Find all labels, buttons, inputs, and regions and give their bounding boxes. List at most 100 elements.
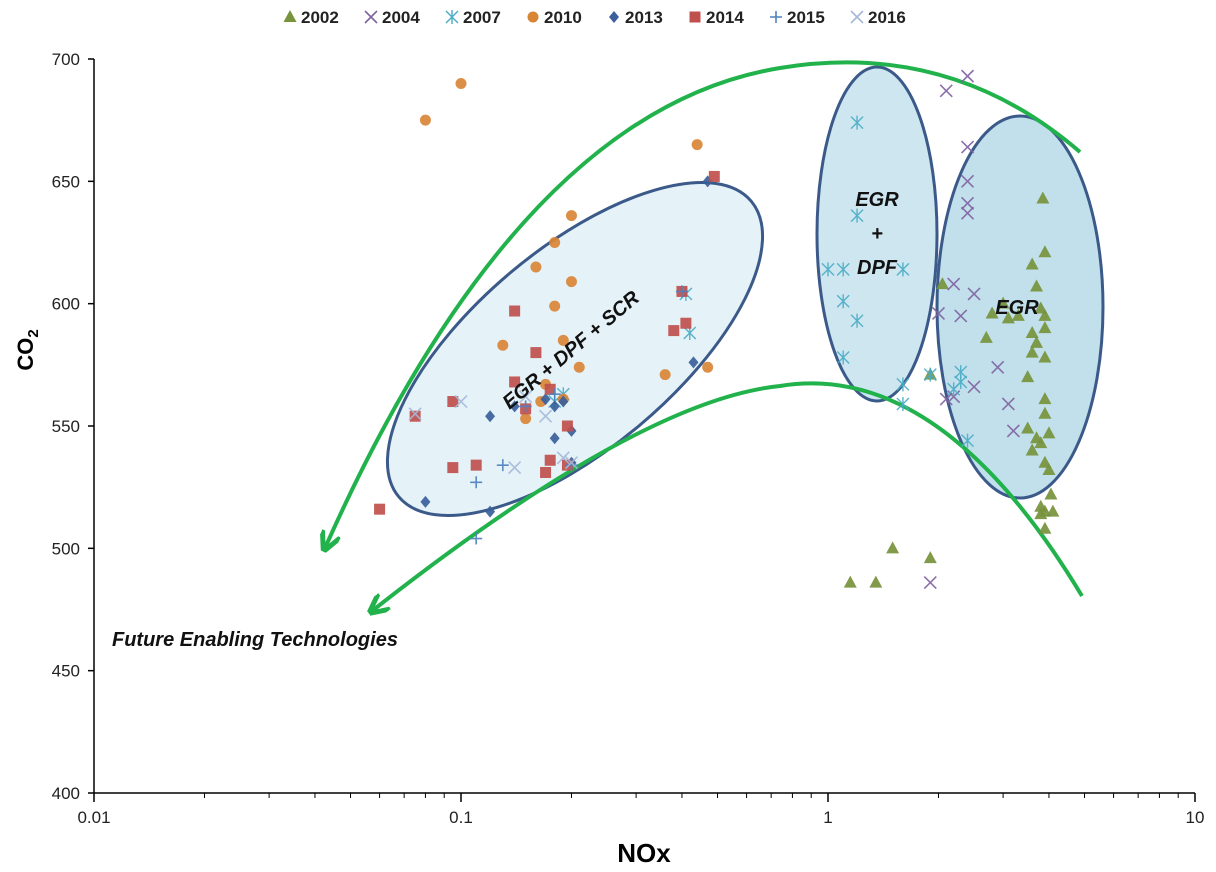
- data-point-2002: [1038, 245, 1052, 258]
- region-label-egr-dpf-line2: +: [871, 223, 883, 245]
- data-point-2002: [1038, 350, 1052, 363]
- data-point-2002: [1038, 521, 1052, 534]
- data-point-2010: [565, 276, 577, 288]
- data-point-2014: [561, 420, 573, 432]
- data-point-2002: [1034, 436, 1048, 449]
- legend-label-2016: 2016: [868, 8, 906, 27]
- data-point-2004: [939, 392, 953, 406]
- y-axis-title-subscript: 2: [25, 329, 42, 337]
- data-point-2014: [509, 376, 521, 388]
- data-point-2014: [447, 462, 459, 474]
- y-tick-label: 600: [52, 295, 80, 314]
- data-point-2002: [1025, 443, 1039, 456]
- y-ticks: 400 450 500 550 600 650 700: [52, 50, 94, 803]
- legend-marker-2015: [770, 11, 782, 23]
- legend-marker-2002: [283, 10, 297, 22]
- data-point-2014: [544, 383, 556, 395]
- data-point-2014: [544, 454, 556, 466]
- data-point-2002: [985, 306, 999, 319]
- data-point-2007: [821, 262, 835, 277]
- data-point-2013: [509, 400, 520, 413]
- data-point-2002: [1021, 421, 1035, 434]
- data-point-2007: [954, 374, 968, 389]
- data-point-2016: [519, 390, 533, 404]
- data-point-2002: [1036, 191, 1050, 204]
- data-point-2014: [409, 410, 421, 422]
- data-point-2004: [939, 84, 953, 98]
- data-point-2010: [565, 210, 577, 222]
- y-tick-label: 500: [52, 539, 80, 558]
- data-point-2002: [1011, 308, 1025, 321]
- data-point-2007: [896, 262, 910, 277]
- y-axis-title: CO: [13, 338, 38, 371]
- data-point-2004: [991, 360, 1005, 374]
- data-point-2002: [1021, 370, 1035, 383]
- region-label-egr-dpf-line1: EGR: [855, 189, 899, 211]
- data-point-2002: [869, 575, 883, 588]
- data-point-2004: [960, 69, 975, 83]
- data-point-2007: [923, 367, 937, 382]
- data-point-2004: [960, 196, 975, 210]
- legend-marker-2010: [527, 11, 539, 23]
- data-point-2016: [556, 451, 570, 465]
- data-point-2014: [374, 503, 386, 515]
- legend: 2002 2004 2007 2010 2013 2014 2015 2016: [283, 8, 906, 27]
- y-tick-label: 650: [52, 172, 80, 191]
- region-label-egr: EGR: [995, 297, 1039, 319]
- data-point-2013: [688, 356, 699, 369]
- arrows-layer: [325, 60, 1084, 611]
- data-point-2010: [419, 114, 431, 126]
- data-point-2002: [1025, 257, 1039, 270]
- data-point-2010: [520, 413, 532, 425]
- data-point-2007: [896, 377, 910, 392]
- x-tick-label: 0.01: [77, 808, 110, 827]
- data-point-2015: [565, 459, 578, 472]
- data-point-2010: [530, 261, 542, 273]
- x-axis-title: NOx: [617, 838, 671, 868]
- data-point-2010: [455, 77, 467, 89]
- regions-layer: [385, 65, 1105, 518]
- data-point-2016: [408, 407, 422, 421]
- data-point-2013: [549, 432, 560, 445]
- data-point-2015: [548, 388, 561, 401]
- x-ticks: 0.01 0.1 1 10: [77, 793, 1204, 827]
- data-point-2016: [539, 409, 553, 423]
- data-point-2007: [850, 313, 864, 328]
- legend-marker-2007: [445, 10, 459, 24]
- legend-marker-2004: [364, 10, 378, 24]
- legend-label-2014: 2014: [706, 8, 744, 27]
- data-point-2002: [935, 277, 949, 290]
- region-egr-dpf-scr: [385, 180, 765, 518]
- region-egr-dpf: [815, 65, 939, 403]
- legend-label-2013: 2013: [625, 8, 663, 27]
- data-point-2010: [557, 334, 569, 346]
- data-point-2016: [454, 394, 468, 409]
- data-point-2010: [497, 339, 509, 351]
- data-point-2015: [519, 400, 532, 413]
- y-tick-label: 700: [52, 50, 80, 69]
- data-point-2007: [961, 433, 975, 448]
- data-point-2004: [931, 306, 946, 321]
- legend-label-2002: 2002: [301, 8, 339, 27]
- svg-text:CO2: CO2: [13, 329, 42, 370]
- x-tick-label: 1: [823, 808, 832, 827]
- data-point-2013: [485, 410, 496, 423]
- legend-label-2010: 2010: [544, 8, 582, 27]
- data-point-2007: [850, 115, 864, 130]
- y-tick-label: 550: [52, 417, 80, 436]
- x-tick-label: 10: [1186, 808, 1205, 827]
- data-point-2002: [1042, 463, 1056, 476]
- data-point-2014: [509, 305, 521, 317]
- data-point-2010: [549, 237, 561, 248]
- data-point-2010: [659, 369, 671, 381]
- data-point-2002: [996, 296, 1010, 309]
- data-point-2004: [923, 576, 937, 590]
- data-point-2010: [573, 361, 585, 373]
- data-point-2014: [540, 466, 552, 478]
- data-point-2002: [1025, 326, 1039, 339]
- region-label-egr-dpf-line3: DPF: [857, 257, 898, 279]
- y-axis-title-group: CO2: [13, 329, 42, 370]
- data-point-2014: [470, 459, 482, 471]
- data-point-2010: [691, 139, 703, 151]
